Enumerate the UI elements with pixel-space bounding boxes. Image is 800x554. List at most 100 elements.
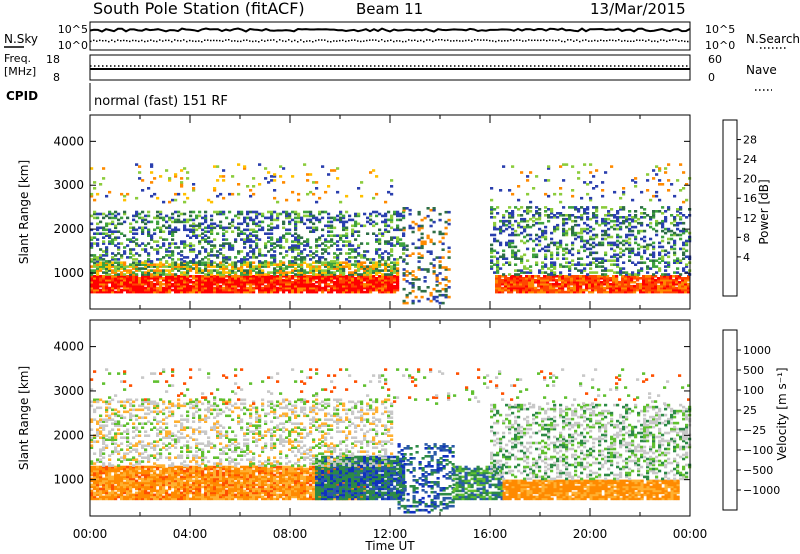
power-cell (267, 210, 271, 214)
power-cell (204, 273, 208, 276)
power-cell (666, 278, 670, 282)
power-cell (501, 280, 505, 284)
power-cell (567, 286, 571, 290)
power-cell (396, 261, 400, 264)
nsearch-point (360, 40, 362, 43)
power-cell (261, 271, 265, 274)
power-cell (402, 274, 406, 277)
power-cell (240, 280, 244, 284)
velocity-cell (117, 477, 121, 481)
velocity-cell (168, 477, 172, 481)
power-cell (222, 282, 226, 286)
power-cell (555, 290, 559, 294)
power-cell (180, 212, 184, 216)
power-cell (592, 237, 596, 241)
power-cell (627, 290, 631, 294)
velocity-cell (153, 473, 157, 477)
power-cell (213, 290, 217, 294)
velocity-cell (159, 493, 163, 497)
power-cell (105, 284, 109, 288)
power-cell (273, 173, 277, 176)
power-cell (375, 261, 379, 264)
power-cell (531, 275, 535, 278)
velocity-cell (102, 479, 106, 483)
velocity-cell (105, 465, 109, 469)
power-cell (177, 192, 181, 196)
power-cell (525, 278, 529, 282)
power-cell (420, 224, 424, 228)
velocity-cell (120, 481, 124, 485)
power-cell (177, 265, 181, 268)
power-cell (321, 269, 325, 272)
velocity-cell (132, 467, 136, 471)
power-cell (562, 229, 566, 233)
power-cell (273, 256, 277, 259)
power-cell (162, 224, 166, 228)
power-cell (381, 256, 385, 259)
power-cell (120, 278, 124, 282)
power-cell (249, 282, 253, 286)
power-cell (156, 277, 160, 280)
power-cell (294, 238, 298, 241)
power-cell (243, 290, 247, 294)
velocity-cell (123, 487, 127, 491)
power-cell (270, 271, 274, 274)
power-cell (294, 280, 298, 284)
power-cell (321, 242, 325, 245)
power-cell (612, 286, 616, 290)
velocity-cell (156, 473, 160, 477)
velocity-cell (120, 471, 124, 475)
velocity-cell (93, 479, 97, 483)
power-cell (586, 212, 590, 215)
power-cell (309, 246, 313, 249)
power-cell (378, 238, 382, 241)
power-cell (357, 212, 361, 216)
power-cell (351, 278, 355, 282)
power-cell (432, 297, 436, 301)
power-cell (273, 210, 277, 214)
power-cell (264, 242, 268, 245)
nsearch-point (96, 40, 98, 42)
power-cell (583, 263, 587, 266)
power-cell (535, 233, 539, 237)
power-cell (375, 288, 379, 292)
power-cell (564, 282, 568, 286)
power-cell (204, 210, 208, 214)
power-cell (510, 284, 514, 288)
power-cell (339, 275, 343, 278)
power-cell (679, 259, 683, 262)
power-cell (390, 242, 394, 245)
power-cell (556, 223, 560, 227)
power-cell (643, 216, 647, 219)
power-cell (342, 240, 346, 243)
power-cell (535, 263, 539, 266)
power-cell (150, 282, 154, 286)
power-cell (576, 288, 580, 292)
power-cell (345, 228, 349, 232)
power-cell (201, 216, 205, 220)
power-cell (312, 282, 316, 286)
velocity-cell (114, 485, 118, 489)
velocity-cell (99, 473, 103, 477)
power-cell (156, 240, 160, 243)
power-cell (661, 183, 665, 186)
power-cell (576, 290, 580, 294)
power-cell (117, 284, 121, 288)
power-cell (553, 243, 557, 247)
power-cell (102, 288, 106, 292)
power-cell (342, 214, 346, 218)
power-cell (159, 258, 163, 261)
power-cell (237, 163, 241, 166)
power-cell (288, 271, 292, 274)
power-cell (105, 269, 109, 272)
power-cell (673, 239, 677, 243)
power-cell (312, 256, 316, 259)
power-cell (309, 290, 313, 294)
power-cell (243, 280, 247, 284)
power-cell (657, 288, 661, 292)
power-cell (198, 224, 202, 228)
power-cell (496, 227, 500, 231)
power-cell (234, 288, 238, 292)
velocity-cell (174, 475, 178, 479)
power-cell (309, 263, 313, 266)
